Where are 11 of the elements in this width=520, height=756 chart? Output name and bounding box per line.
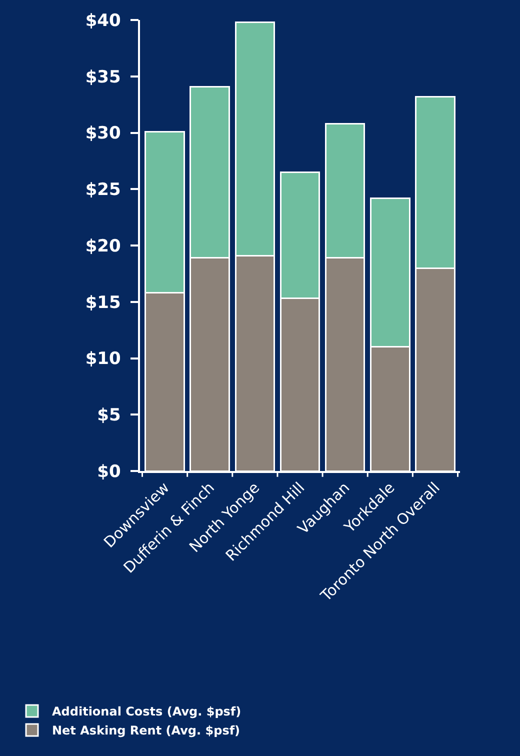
y-tick-label: $25 [85, 180, 121, 200]
legend-label: Net Asking Rent (Avg. $psf) [52, 724, 240, 738]
y-tick-label: $5 [97, 406, 121, 426]
y-tick-label: $0 [97, 462, 122, 482]
y-tick-label: $30 [85, 124, 122, 144]
y-tick-label: $15 [85, 292, 121, 313]
y-tick-label: $10 [85, 349, 122, 370]
y-tick-label: $20 [85, 236, 122, 256]
legend-label: Additional Costs (Avg. $psf) [52, 704, 242, 719]
y-tick-label: $40 [85, 10, 122, 31]
y-tick-label: $35 [85, 67, 121, 88]
